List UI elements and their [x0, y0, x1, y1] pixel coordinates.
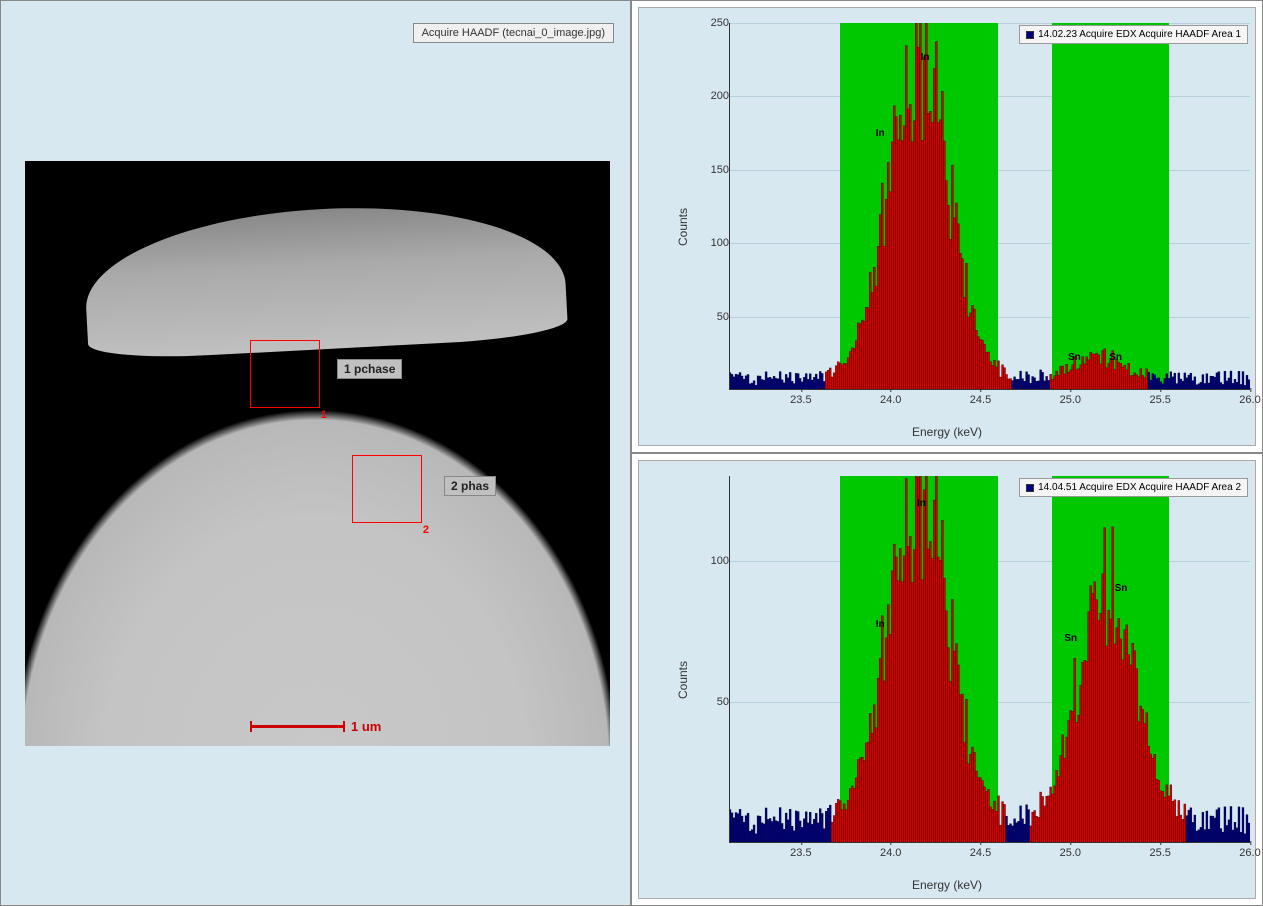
x-tick: 23.5	[790, 847, 811, 859]
x-tick: 23.5	[790, 394, 811, 406]
image-title-text: Acquire HAADF (tecnai_0_image.jpg)	[422, 27, 605, 39]
peak-label: Sn	[1115, 583, 1128, 594]
scalebar-line	[250, 725, 345, 728]
plot-area-2[interactable]: 14.04.51 Acquire EDX Acquire HAADF Area …	[729, 476, 1250, 843]
roi-box-1[interactable]: 1	[250, 340, 320, 408]
roi-box-2[interactable]: 2	[352, 455, 422, 523]
y-tick: 150	[694, 164, 729, 176]
y-ticks-2: 50 100	[694, 476, 729, 843]
y-tick: 50	[694, 696, 729, 708]
x-axis-label-2: Energy (keV)	[912, 878, 982, 892]
roi-label-1[interactable]: 1 pchase	[337, 359, 402, 379]
roi-label-2[interactable]: 2 phas	[444, 476, 496, 496]
peak-label: In	[876, 128, 885, 139]
x-tick: 26.0	[1239, 394, 1260, 406]
legend-swatch-icon	[1026, 484, 1034, 492]
x-tick: 25.0	[1060, 847, 1081, 859]
spectrum-inner-2: Counts Energy (keV) 50 100 23.5 24.0 24.5 25…	[638, 460, 1256, 899]
legend-text-2: 14.04.51 Acquire EDX Acquire HAADF Area …	[1038, 482, 1241, 493]
y-axis-label-1: Counts	[676, 207, 690, 245]
spectrum-panel-1: Counts Energy (keV) 50 100 150 200 250 23.5 2…	[631, 0, 1263, 453]
x-tick: 25.5	[1149, 394, 1170, 406]
legend-2[interactable]: 14.04.51 Acquire EDX Acquire HAADF Area …	[1019, 478, 1248, 497]
y-axis-label-2: Counts	[676, 660, 690, 698]
spectrum-panel-2: Counts Energy (keV) 50 100 23.5 24.0 24.5 25…	[631, 453, 1263, 906]
roi-number-1: 1	[321, 409, 327, 421]
x-tick: 24.0	[880, 847, 901, 859]
x-ticks-1: 23.524.024.525.025.526.0	[729, 390, 1250, 410]
plot-area-1[interactable]: 14.02.23 Acquire EDX Acquire HAADF Area …	[729, 23, 1250, 390]
scalebar: 1 um	[250, 719, 381, 734]
image-title: Acquire HAADF (tecnai_0_image.jpg)	[413, 23, 614, 43]
x-tick: 25.0	[1060, 394, 1081, 406]
x-ticks-2: 23.524.024.525.025.526.0	[729, 843, 1250, 863]
peak-label: In	[921, 52, 930, 63]
y-tick: 100	[694, 555, 729, 567]
sample-ridge	[82, 197, 569, 362]
x-tick: 24.5	[970, 847, 991, 859]
x-tick: 24.0	[880, 394, 901, 406]
y-ticks-1: 50100150200250	[694, 23, 729, 390]
x-tick: 25.5	[1149, 847, 1170, 859]
spectrum-bars	[729, 23, 1250, 390]
peak-label: Sn	[1068, 352, 1081, 363]
haadf-image-panel: Acquire HAADF (tecnai_0_image.jpg) 1 1 p…	[0, 0, 631, 906]
x-axis-label-1: Energy (keV)	[912, 425, 982, 439]
x-tick: 26.0	[1239, 847, 1260, 859]
legend-text-1: 14.02.23 Acquire EDX Acquire HAADF Area …	[1038, 29, 1241, 40]
scalebar-text: 1 um	[351, 719, 381, 734]
spectrum-inner-1: Counts Energy (keV) 50 100 150 200 250 23.5 2…	[638, 7, 1256, 446]
peak-label: In	[917, 498, 926, 509]
peak-label: Sn	[1109, 352, 1122, 363]
peak-label: Sn	[1064, 633, 1077, 644]
x-tick: 24.5	[970, 394, 991, 406]
peak-label: In	[876, 619, 885, 630]
roi-number-2: 2	[423, 524, 429, 536]
spectra-panel: Counts Energy (keV) 50 100 150 200 250 23.5 2…	[631, 0, 1263, 906]
legend-1[interactable]: 14.02.23 Acquire EDX Acquire HAADF Area …	[1019, 25, 1248, 44]
y-tick: 100	[694, 237, 729, 249]
spectrum-bars	[729, 476, 1250, 843]
legend-swatch-icon	[1026, 31, 1034, 39]
y-tick: 250	[694, 17, 729, 29]
y-tick: 200	[694, 90, 729, 102]
y-tick: 50	[694, 311, 729, 323]
haadf-image[interactable]: 1 1 pchase 2 2 phas 1 um	[25, 161, 610, 746]
